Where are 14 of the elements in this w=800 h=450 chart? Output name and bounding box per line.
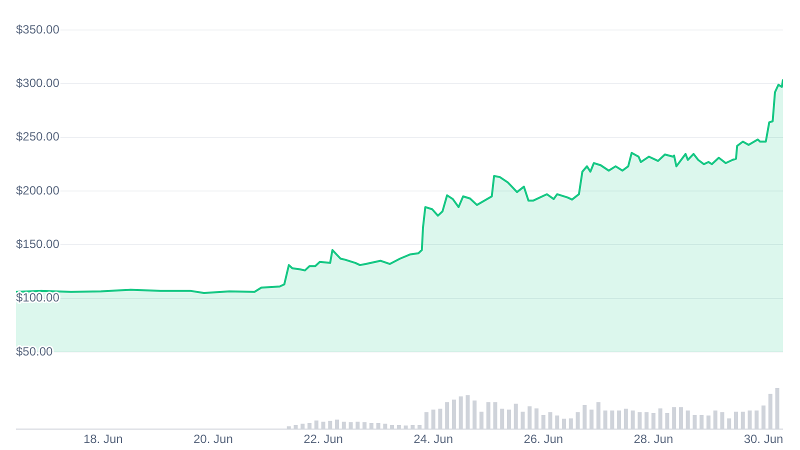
x-tick-label: 20. Jun: [194, 432, 233, 446]
x-tick-label: 28. Jun: [634, 432, 674, 446]
y-tick-label: $100.00: [16, 290, 60, 305]
y-tick-label: $150.00: [16, 236, 60, 251]
y-tick-label: $250.00: [16, 130, 60, 144]
x-tick-label: 30. Jun: [744, 432, 784, 446]
y-tick-label: $300.00: [16, 76, 60, 90]
y-tick-label: $350.00: [16, 22, 60, 36]
x-tick-label: 22. Jun: [304, 432, 343, 446]
x-tick-label: 18. Jun: [83, 432, 123, 446]
x-tick-label: 26. Jun: [524, 432, 564, 446]
x-tick-label: 24. Jun: [414, 432, 454, 446]
y-tick-label: $200.00: [16, 183, 60, 198]
y-tick-label: $50.00: [16, 344, 54, 358]
